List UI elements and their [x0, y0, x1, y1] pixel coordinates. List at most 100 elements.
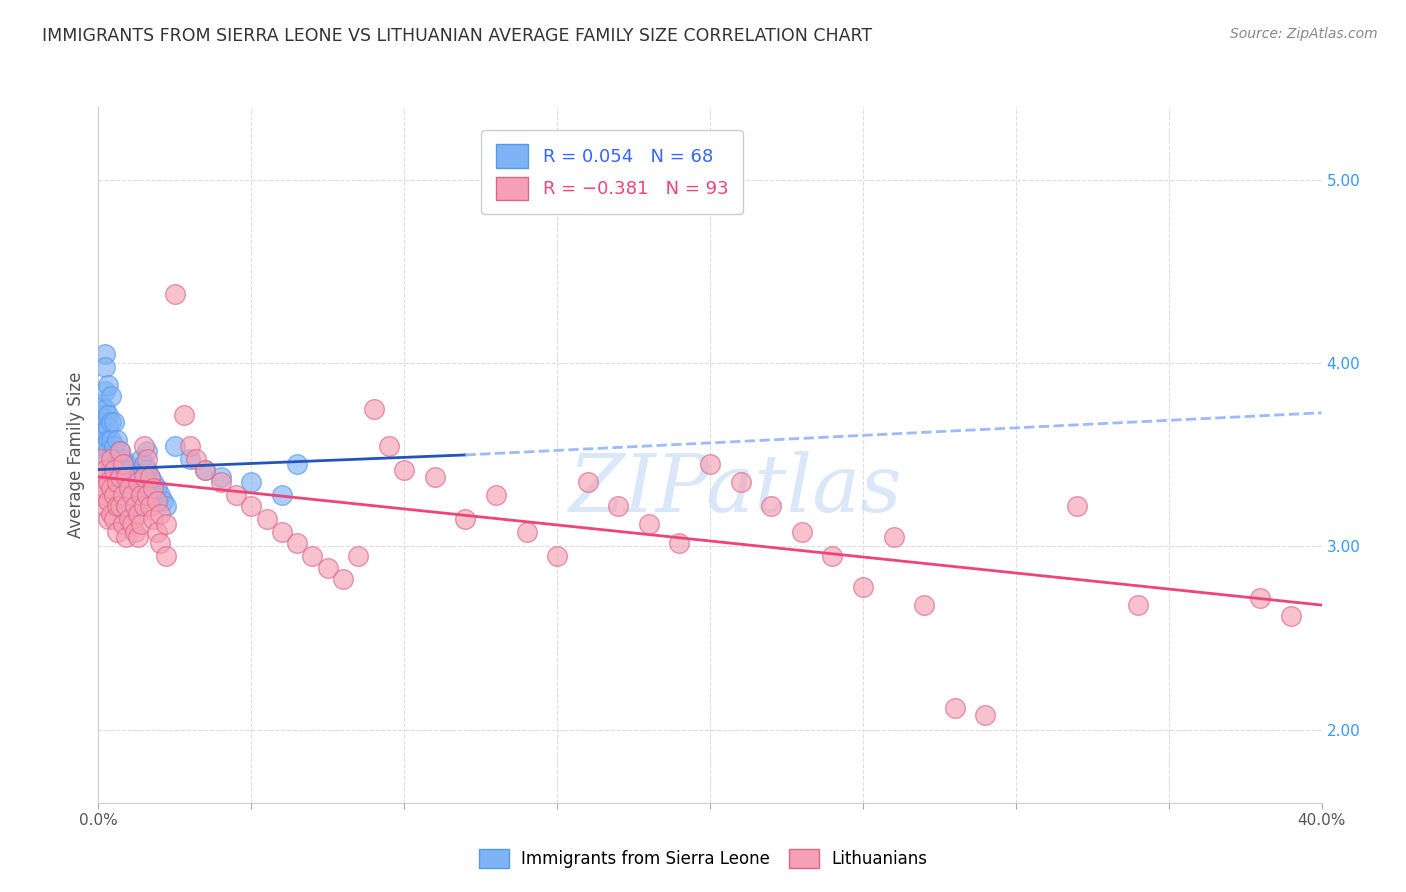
Point [93, 425, 115, 440]
Point [607, 499, 630, 513]
Point [111, 517, 134, 532]
Point [179, 451, 201, 466]
Point [152, 493, 174, 508]
Point [111, 507, 134, 521]
Point [108, 462, 131, 476]
Point [103, 512, 125, 526]
Point [97, 434, 120, 448]
Point [142, 512, 165, 526]
Point [103, 462, 125, 476]
Point [363, 402, 385, 417]
Point [127, 475, 149, 490]
Point [155, 517, 177, 532]
Point [100, 462, 122, 476]
Point [127, 507, 149, 521]
Point [974, 707, 997, 722]
Point [270, 524, 292, 539]
Text: IMMIGRANTS FROM SIERRA LEONE VS LITHUANIAN AVERAGE FAMILY SIZE CORRELATION CHART: IMMIGRANTS FROM SIERRA LEONE VS LITHUANI… [42, 27, 872, 45]
Point [145, 493, 167, 508]
Point [103, 457, 125, 471]
Point [332, 573, 354, 587]
Point [225, 488, 247, 502]
Point [105, 434, 128, 448]
Point [1279, 609, 1302, 624]
Point [93, 439, 115, 453]
Point [139, 470, 162, 484]
Point [668, 536, 690, 550]
Point [378, 439, 401, 453]
Point [105, 470, 128, 484]
Point [163, 286, 186, 301]
Point [97, 451, 120, 466]
Point [103, 470, 125, 484]
Point [186, 451, 208, 466]
Point [103, 488, 125, 502]
Point [912, 598, 935, 612]
Point [100, 451, 122, 466]
Point [173, 408, 195, 422]
Point [1128, 598, 1150, 612]
Point [93, 384, 115, 398]
Point [118, 462, 141, 476]
Point [129, 488, 152, 502]
Point [124, 493, 146, 508]
Point [759, 499, 782, 513]
Point [93, 402, 115, 417]
Point [136, 462, 159, 476]
Point [100, 389, 122, 403]
Point [108, 444, 131, 458]
Point [103, 481, 125, 495]
Point [316, 561, 339, 575]
Y-axis label: Average Family Size: Average Family Size [66, 372, 84, 538]
Point [100, 507, 122, 521]
Point [100, 481, 122, 495]
Point [121, 470, 143, 484]
Point [93, 359, 115, 374]
Point [142, 475, 165, 490]
Point [285, 457, 308, 471]
Point [139, 499, 162, 513]
Point [97, 512, 120, 526]
Point [121, 488, 143, 502]
Point [108, 470, 131, 484]
Point [1066, 499, 1088, 513]
Point [240, 475, 263, 490]
Point [576, 475, 599, 490]
Point [516, 524, 538, 539]
Point [108, 499, 131, 513]
Point [149, 507, 172, 521]
Point [97, 493, 120, 508]
Point [301, 549, 323, 563]
Point [136, 488, 159, 502]
Point [129, 517, 152, 532]
Point [115, 493, 138, 508]
Legend: Immigrants from Sierra Leone, Lithuanians: Immigrants from Sierra Leone, Lithuanian… [472, 842, 934, 875]
Point [105, 475, 128, 490]
Point [97, 408, 120, 422]
Point [127, 499, 149, 513]
Point [90, 425, 112, 440]
Point [194, 462, 217, 476]
Text: ZIPatlas: ZIPatlas [568, 451, 901, 528]
Point [392, 462, 416, 476]
Point [97, 475, 120, 490]
Point [90, 451, 112, 466]
Point [155, 549, 177, 563]
Point [730, 475, 752, 490]
Point [93, 347, 115, 361]
Point [115, 475, 138, 490]
Point [883, 530, 905, 544]
Point [90, 470, 112, 484]
Legend: R = 0.054   N = 68, R = −0.381   N = 93: R = 0.054 N = 68, R = −0.381 N = 93 [481, 130, 742, 214]
Point [115, 530, 138, 544]
Point [111, 470, 134, 484]
Point [93, 499, 115, 513]
Point [454, 512, 477, 526]
Point [124, 475, 146, 490]
Point [145, 524, 167, 539]
Point [129, 451, 152, 466]
Point [93, 481, 115, 495]
Point [240, 499, 263, 513]
Point [118, 499, 141, 513]
Point [121, 517, 143, 532]
